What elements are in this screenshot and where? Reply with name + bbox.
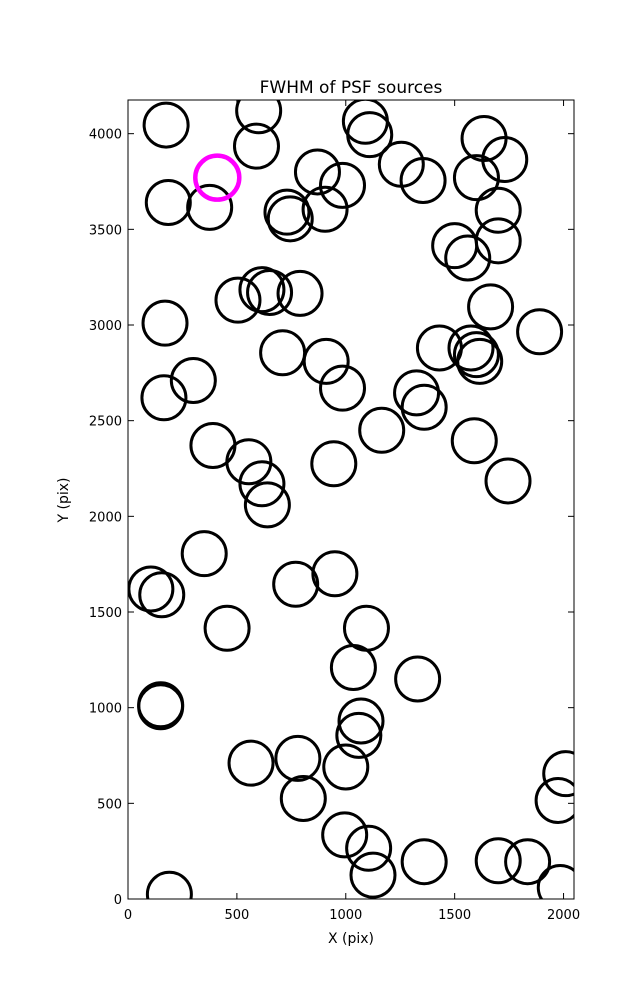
psf-source-marker: [311, 550, 359, 598]
psf-source-marker: [329, 643, 377, 691]
y-tick-label: 1500: [89, 606, 122, 621]
psf-source-marker: [536, 864, 574, 899]
psf-source-marker: [227, 739, 275, 787]
psf-source-marker: [137, 681, 185, 729]
psf-source-marker: [186, 183, 234, 231]
psf-source-marker: [474, 186, 522, 234]
y-tick-label: 4000: [89, 128, 122, 143]
highlighted-source-marker: [193, 153, 242, 202]
psf-source-marker: [337, 697, 385, 745]
psf-source-marker: [452, 331, 500, 379]
psf-source-marker: [279, 775, 327, 823]
psf-source-marker: [266, 195, 314, 243]
psf-source-marker: [342, 604, 390, 652]
psf-source-marker: [293, 148, 341, 196]
psf-source-marker: [516, 308, 564, 356]
psf-source-marker: [452, 154, 500, 202]
psf-source-marker: [444, 234, 492, 282]
psf-source-marker: [399, 157, 447, 205]
psf-source-marker: [542, 750, 574, 798]
psf-source-marker: [345, 824, 393, 872]
psf-source-marker: [474, 837, 522, 885]
psf-source-marker: [145, 870, 193, 899]
y-tick-label: 1000: [89, 702, 122, 717]
psf-source-marker: [128, 565, 175, 613]
psf-source-marker: [272, 560, 320, 608]
psf-source-marker: [214, 276, 262, 324]
psf-source-marker: [467, 283, 515, 331]
psf-source-marker: [534, 776, 574, 824]
psf-source-marker: [180, 530, 228, 578]
psf-source-marker: [481, 136, 529, 184]
psf-source-marker: [484, 457, 532, 505]
psf-source-marker: [238, 460, 286, 508]
psf-source-marker: [450, 417, 498, 465]
psf-source-marker: [341, 100, 389, 145]
psf-source-marker: [400, 383, 448, 431]
psf-source-marker: [358, 406, 406, 454]
psf-source-marker: [144, 179, 192, 227]
psf-source-marker: [243, 481, 291, 529]
psf-source-marker: [169, 356, 217, 404]
y-tick-label: 0: [114, 893, 122, 908]
psf-source-marker: [474, 217, 522, 265]
psf-source-marker: [225, 438, 273, 486]
psf-source-marker: [394, 655, 442, 703]
x-axis-title: X (pix): [328, 931, 374, 947]
psf-source-marker: [203, 604, 251, 652]
y-axis-title: Y (pix): [56, 478, 72, 524]
psf-source-marker: [349, 851, 397, 899]
ticks-layer: 0 500 1000 1500 2000 0 500 1000 1500 2000 2500 3000…: [89, 100, 580, 923]
chart-title: FWHM of PSF sources: [260, 78, 443, 98]
x-tick-label: 1000: [329, 908, 362, 923]
psf-source-marker: [504, 838, 552, 886]
y-tick-label: 3000: [89, 319, 122, 334]
points-layer: [128, 100, 574, 899]
psf-source-marker: [335, 711, 383, 759]
psf-source-marker: [141, 299, 189, 347]
psf-source-marker: [138, 571, 186, 619]
y-tick-label: 2500: [89, 415, 122, 430]
psf-source-marker: [447, 324, 495, 372]
psf-source-marker: [400, 838, 448, 886]
psf-source-marker: [301, 185, 349, 233]
psf-source-marker: [142, 101, 190, 149]
psf-source-marker: [310, 440, 358, 488]
plot-frame: [127, 99, 575, 900]
psf-source-marker: [276, 269, 324, 317]
psf-source-marker: [319, 161, 367, 209]
y-tick-label: 2000: [89, 510, 122, 525]
psf-source-marker: [232, 122, 280, 170]
psf-source-marker: [456, 337, 504, 385]
x-tick-label: 500: [224, 908, 249, 923]
psf-source-marker: [321, 811, 369, 859]
psf-source-marker: [235, 100, 283, 135]
x-tick-label: 1500: [438, 908, 471, 923]
psf-source-marker: [263, 188, 311, 236]
psf-source-marker: [346, 111, 394, 159]
psf-source-marker: [393, 369, 441, 417]
psf-source-marker: [302, 337, 350, 385]
psf-source-marker: [274, 734, 322, 782]
y-tick-label: 3500: [89, 223, 122, 238]
psf-source-marker: [319, 364, 367, 412]
psf-source-marker: [140, 374, 188, 422]
psf-source-marker: [259, 329, 307, 377]
psf-source-marker: [246, 268, 294, 316]
x-tick-label: 0: [124, 908, 132, 923]
psf-source-marker: [431, 222, 479, 270]
x-tick-label: 2000: [547, 908, 580, 923]
y-tick-label: 500: [97, 797, 122, 812]
psf-source-marker: [322, 743, 370, 791]
